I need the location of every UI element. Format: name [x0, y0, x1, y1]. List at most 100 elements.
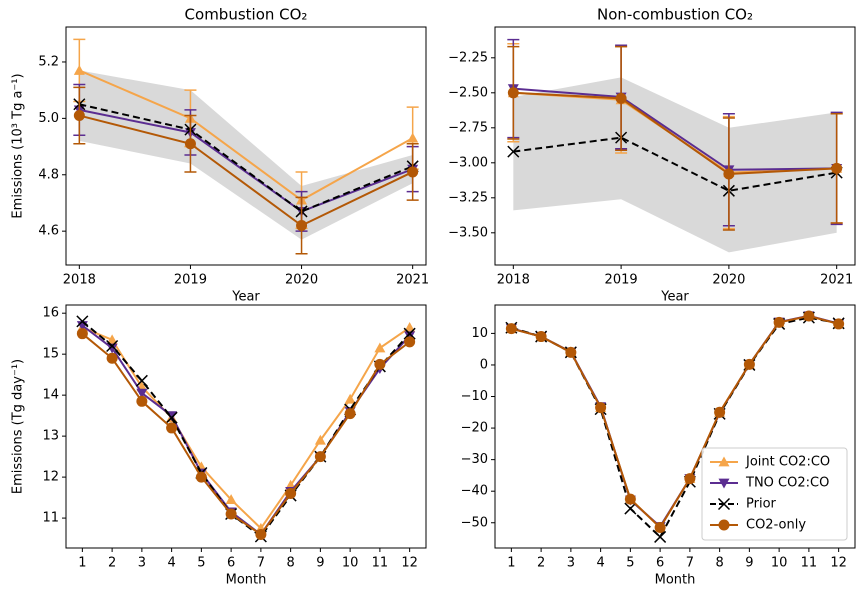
y-tick-label: 13: [42, 429, 59, 444]
y-tick-label: 15: [42, 347, 59, 362]
x-tick-label: 10: [771, 556, 788, 571]
data-point: [106, 352, 118, 364]
data-point: [407, 132, 419, 143]
y-tick-label: 16: [42, 306, 59, 321]
data-point: [714, 406, 726, 418]
chart-title: Combustion CO₂: [185, 6, 308, 24]
y-tick-label: 4.6: [38, 224, 59, 239]
data-point: [225, 508, 237, 520]
series-line: [78, 69, 414, 202]
x-tick-label: 8: [286, 556, 294, 571]
data-point: [374, 342, 386, 353]
data-point: [314, 451, 326, 463]
data-point: [773, 316, 785, 328]
x-axis-label: Year: [660, 290, 689, 305]
x-tick-label: 2018: [497, 273, 530, 288]
legend-label: Prior: [746, 497, 777, 512]
data-point: [76, 328, 88, 340]
axes-frame: [494, 26, 856, 266]
x-tick-label: 1: [507, 556, 515, 571]
x-tick-label: 8: [715, 556, 723, 571]
x-tick-label: 12: [401, 556, 418, 571]
data-point: [654, 521, 666, 533]
series-line: [81, 320, 411, 538]
x-tick-label: 4: [596, 556, 604, 571]
data-point: [404, 322, 416, 332]
data-point: [565, 346, 577, 358]
y-tick-label: −2.50: [448, 85, 488, 100]
x-tick-label: 2021: [396, 273, 429, 288]
x-tick-label: 5: [626, 556, 634, 571]
x-tick-label: 7: [257, 556, 265, 571]
x-tick-label: 4: [167, 556, 175, 571]
data-point: [684, 473, 696, 485]
x-axis-label: Year: [231, 290, 260, 305]
x-tick-label: 2: [108, 556, 116, 571]
data-point: [165, 411, 178, 424]
x-tick-label: 2019: [174, 273, 207, 288]
x-tick-label: 6: [656, 556, 664, 571]
data-point: [654, 530, 667, 543]
data-point: [255, 528, 267, 540]
data-point: [535, 331, 547, 343]
x-tick-label: 5: [197, 556, 205, 571]
y-axis-label: Emissions (10³ Tg a⁻¹): [11, 73, 26, 218]
x-tick-label: 2020: [285, 273, 318, 288]
series-line: [81, 326, 411, 530]
x-tick-label: 12: [830, 556, 847, 571]
y-tick-label: −10: [461, 389, 488, 404]
data-point: [106, 334, 118, 345]
y-tick-label: 10: [471, 326, 488, 341]
x-tick-label: 2019: [605, 273, 638, 288]
y-tick-label: 4.8: [38, 167, 59, 182]
data-point: [404, 331, 416, 342]
data-point: [615, 92, 627, 104]
x-tick-label: 7: [686, 556, 694, 571]
data-point: [184, 138, 196, 150]
x-axis-label: Month: [655, 573, 696, 588]
data-point: [595, 402, 607, 414]
legend-label: TNO CO2:CO: [745, 476, 829, 491]
series-line: [513, 136, 837, 192]
data-point: [135, 374, 148, 387]
y-tick-label: 5.0: [38, 111, 59, 126]
legend-marker: [717, 497, 731, 511]
x-tick-label: 10: [342, 556, 359, 571]
series-line: [79, 114, 414, 227]
data-point: [624, 502, 637, 515]
series-line: [79, 108, 414, 213]
y-tick-label: −30: [461, 452, 488, 467]
data-point: [344, 408, 356, 420]
data-point: [404, 336, 416, 348]
data-point: [166, 422, 178, 434]
y-tick-label: −2.75: [448, 120, 488, 135]
axes-frame: [65, 304, 427, 549]
data-point: [344, 393, 356, 404]
x-tick-label: 2020: [712, 273, 745, 288]
legend-label: CO2-only: [746, 518, 806, 533]
x-tick-label: 11: [801, 556, 818, 571]
data-point: [76, 315, 89, 328]
data-point: [225, 494, 237, 505]
y-tick-label: −3.00: [448, 155, 488, 170]
data-point: [403, 327, 416, 340]
data-point: [136, 395, 148, 407]
legend-marker: [718, 519, 730, 531]
series-line: [513, 91, 837, 176]
y-tick-label: −3.50: [448, 225, 488, 240]
legend-box: [701, 447, 848, 541]
y-axis-label: Emissions (Tg day⁻¹): [11, 359, 26, 494]
x-tick-label: 1: [78, 556, 86, 571]
data-point: [73, 64, 85, 75]
data-point: [743, 358, 755, 370]
data-point: [833, 318, 845, 330]
data-point: [507, 87, 519, 99]
x-axis-label: Month: [226, 573, 267, 588]
y-tick-label: −2.25: [448, 50, 488, 65]
legend-label: Joint CO2:CO: [745, 455, 830, 470]
data-point: [507, 145, 520, 158]
data-point: [73, 110, 85, 122]
y-tick-label: 14: [42, 388, 59, 403]
x-tick-label: 11: [372, 556, 389, 571]
